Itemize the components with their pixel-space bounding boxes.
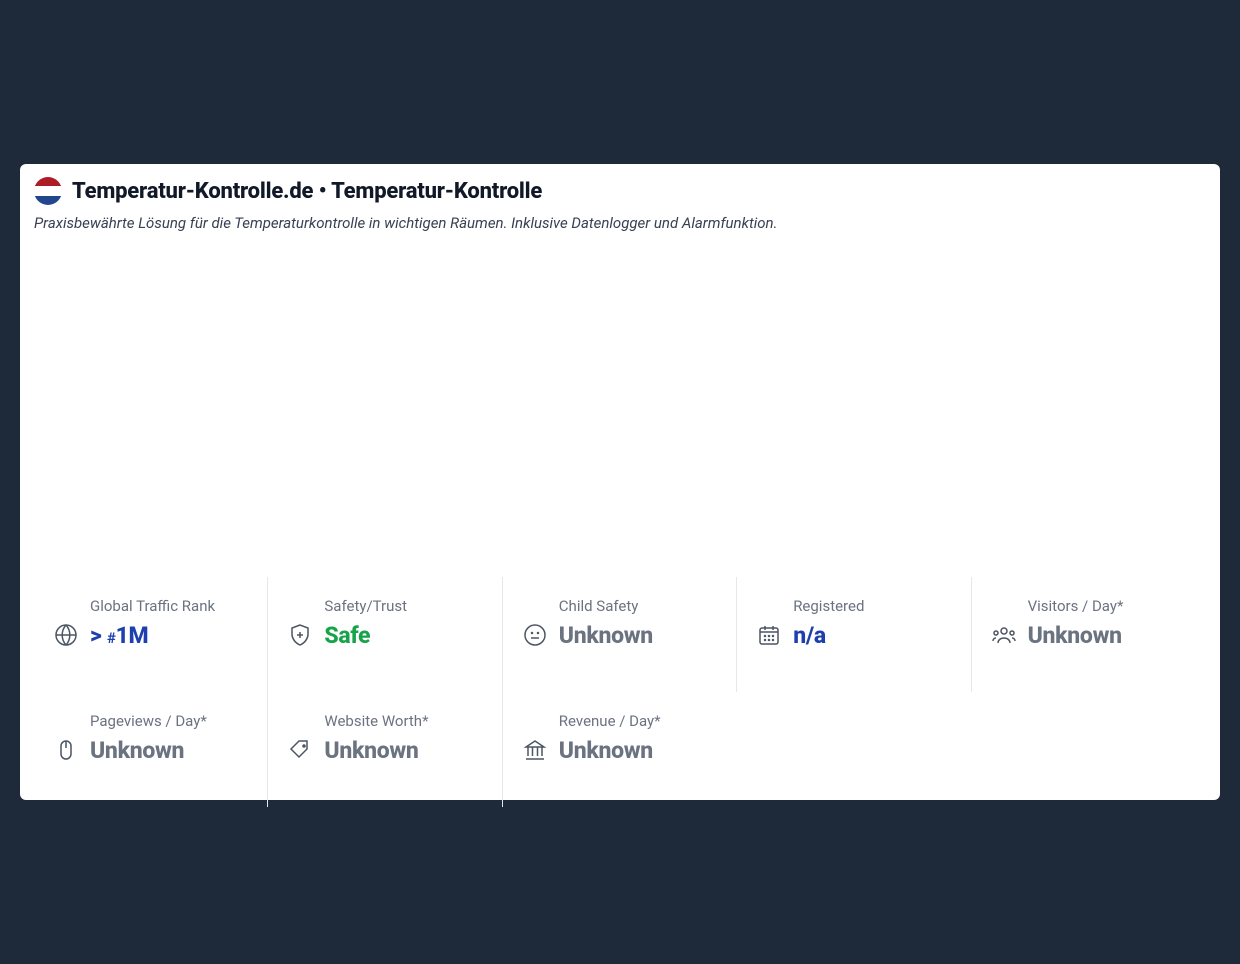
calendar-icon [757, 623, 781, 647]
bank-icon [523, 738, 547, 762]
country-flag-netherlands-icon [34, 177, 62, 205]
stat-global-rank: Global Traffic Rank > #1M [34, 577, 268, 692]
stat-label: Child Safety [559, 597, 653, 615]
stats-grid-row-2: Pageviews / Day* Unknown Website Worth* … [34, 692, 1206, 807]
stat-registered: Registered n/a [737, 577, 971, 692]
stat-pageviews: Pageviews / Day* Unknown [34, 692, 268, 807]
stat-label: Safety/Trust [324, 597, 407, 615]
header-row: Temperatur-Kontrolle.de • Temperatur-Kon… [34, 177, 1206, 205]
mouse-icon [54, 738, 78, 762]
stat-value: n/a [793, 622, 864, 649]
stat-value: Safe [324, 622, 407, 649]
stat-safety: Safety/Trust Safe [268, 577, 502, 692]
stat-value: Unknown [1028, 622, 1124, 649]
stat-revenue: Revenue / Day* Unknown [503, 692, 737, 807]
stat-value: > #1M [90, 622, 215, 649]
stat-value: Unknown [324, 737, 428, 764]
stat-worth: Website Worth* Unknown [268, 692, 502, 807]
stat-label: Revenue / Day* [559, 712, 661, 730]
people-icon [992, 623, 1016, 647]
stats-grid-row-1: Global Traffic Rank > #1M Safety/Trust S… [34, 577, 1206, 692]
stat-label: Visitors / Day* [1028, 597, 1124, 615]
stat-label: Website Worth* [324, 712, 428, 730]
stat-label: Pageviews / Day* [90, 712, 207, 730]
shield-plus-icon [288, 623, 312, 647]
tag-icon [288, 738, 312, 762]
face-neutral-icon [523, 623, 547, 647]
stat-visitors: Visitors / Day* Unknown [972, 577, 1206, 692]
site-description: Praxisbewährte Lösung für die Temperatur… [34, 214, 1206, 232]
stat-value: Unknown [559, 622, 653, 649]
stat-value: Unknown [559, 737, 661, 764]
stat-value: Unknown [90, 737, 207, 764]
globe-icon [54, 623, 78, 647]
stat-child-safety: Child Safety Unknown [503, 577, 737, 692]
stat-label: Registered [793, 597, 864, 615]
page-title: Temperatur-Kontrolle.de • Temperatur-Kon… [72, 179, 542, 204]
stat-label: Global Traffic Rank [90, 597, 215, 615]
site-info-card: Temperatur-Kontrolle.de • Temperatur-Kon… [20, 164, 1220, 800]
